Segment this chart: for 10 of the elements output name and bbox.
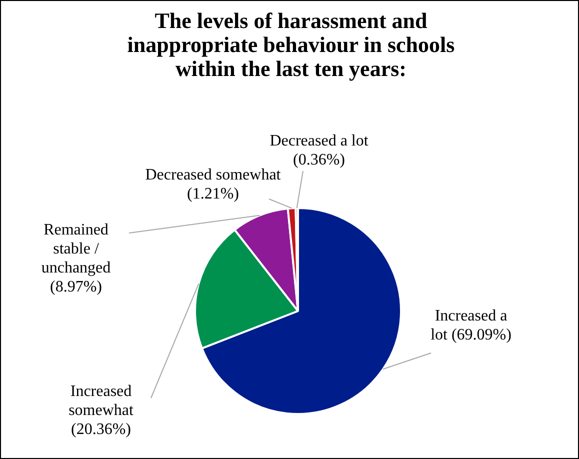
slice-label: Decreased a lot: [270, 132, 369, 150]
data-label: (0.36%): [293, 152, 345, 169]
data-label: (1.21%): [187, 186, 239, 203]
slice-label: Increased a lot (69.09%): [430, 308, 512, 344]
data-label: (8.97%): [50, 278, 102, 296]
data-label: (20.36%): [71, 421, 131, 438]
slice-label: Decreased somewhat: [145, 166, 282, 184]
slice-label: Remained stable / unchanged: [41, 222, 111, 277]
chart-title: The levels of harassment and inappropriate behaviour in schools within the last ten years:: [126, 8, 456, 81]
slice-label: Increased somewhat: [68, 383, 134, 420]
